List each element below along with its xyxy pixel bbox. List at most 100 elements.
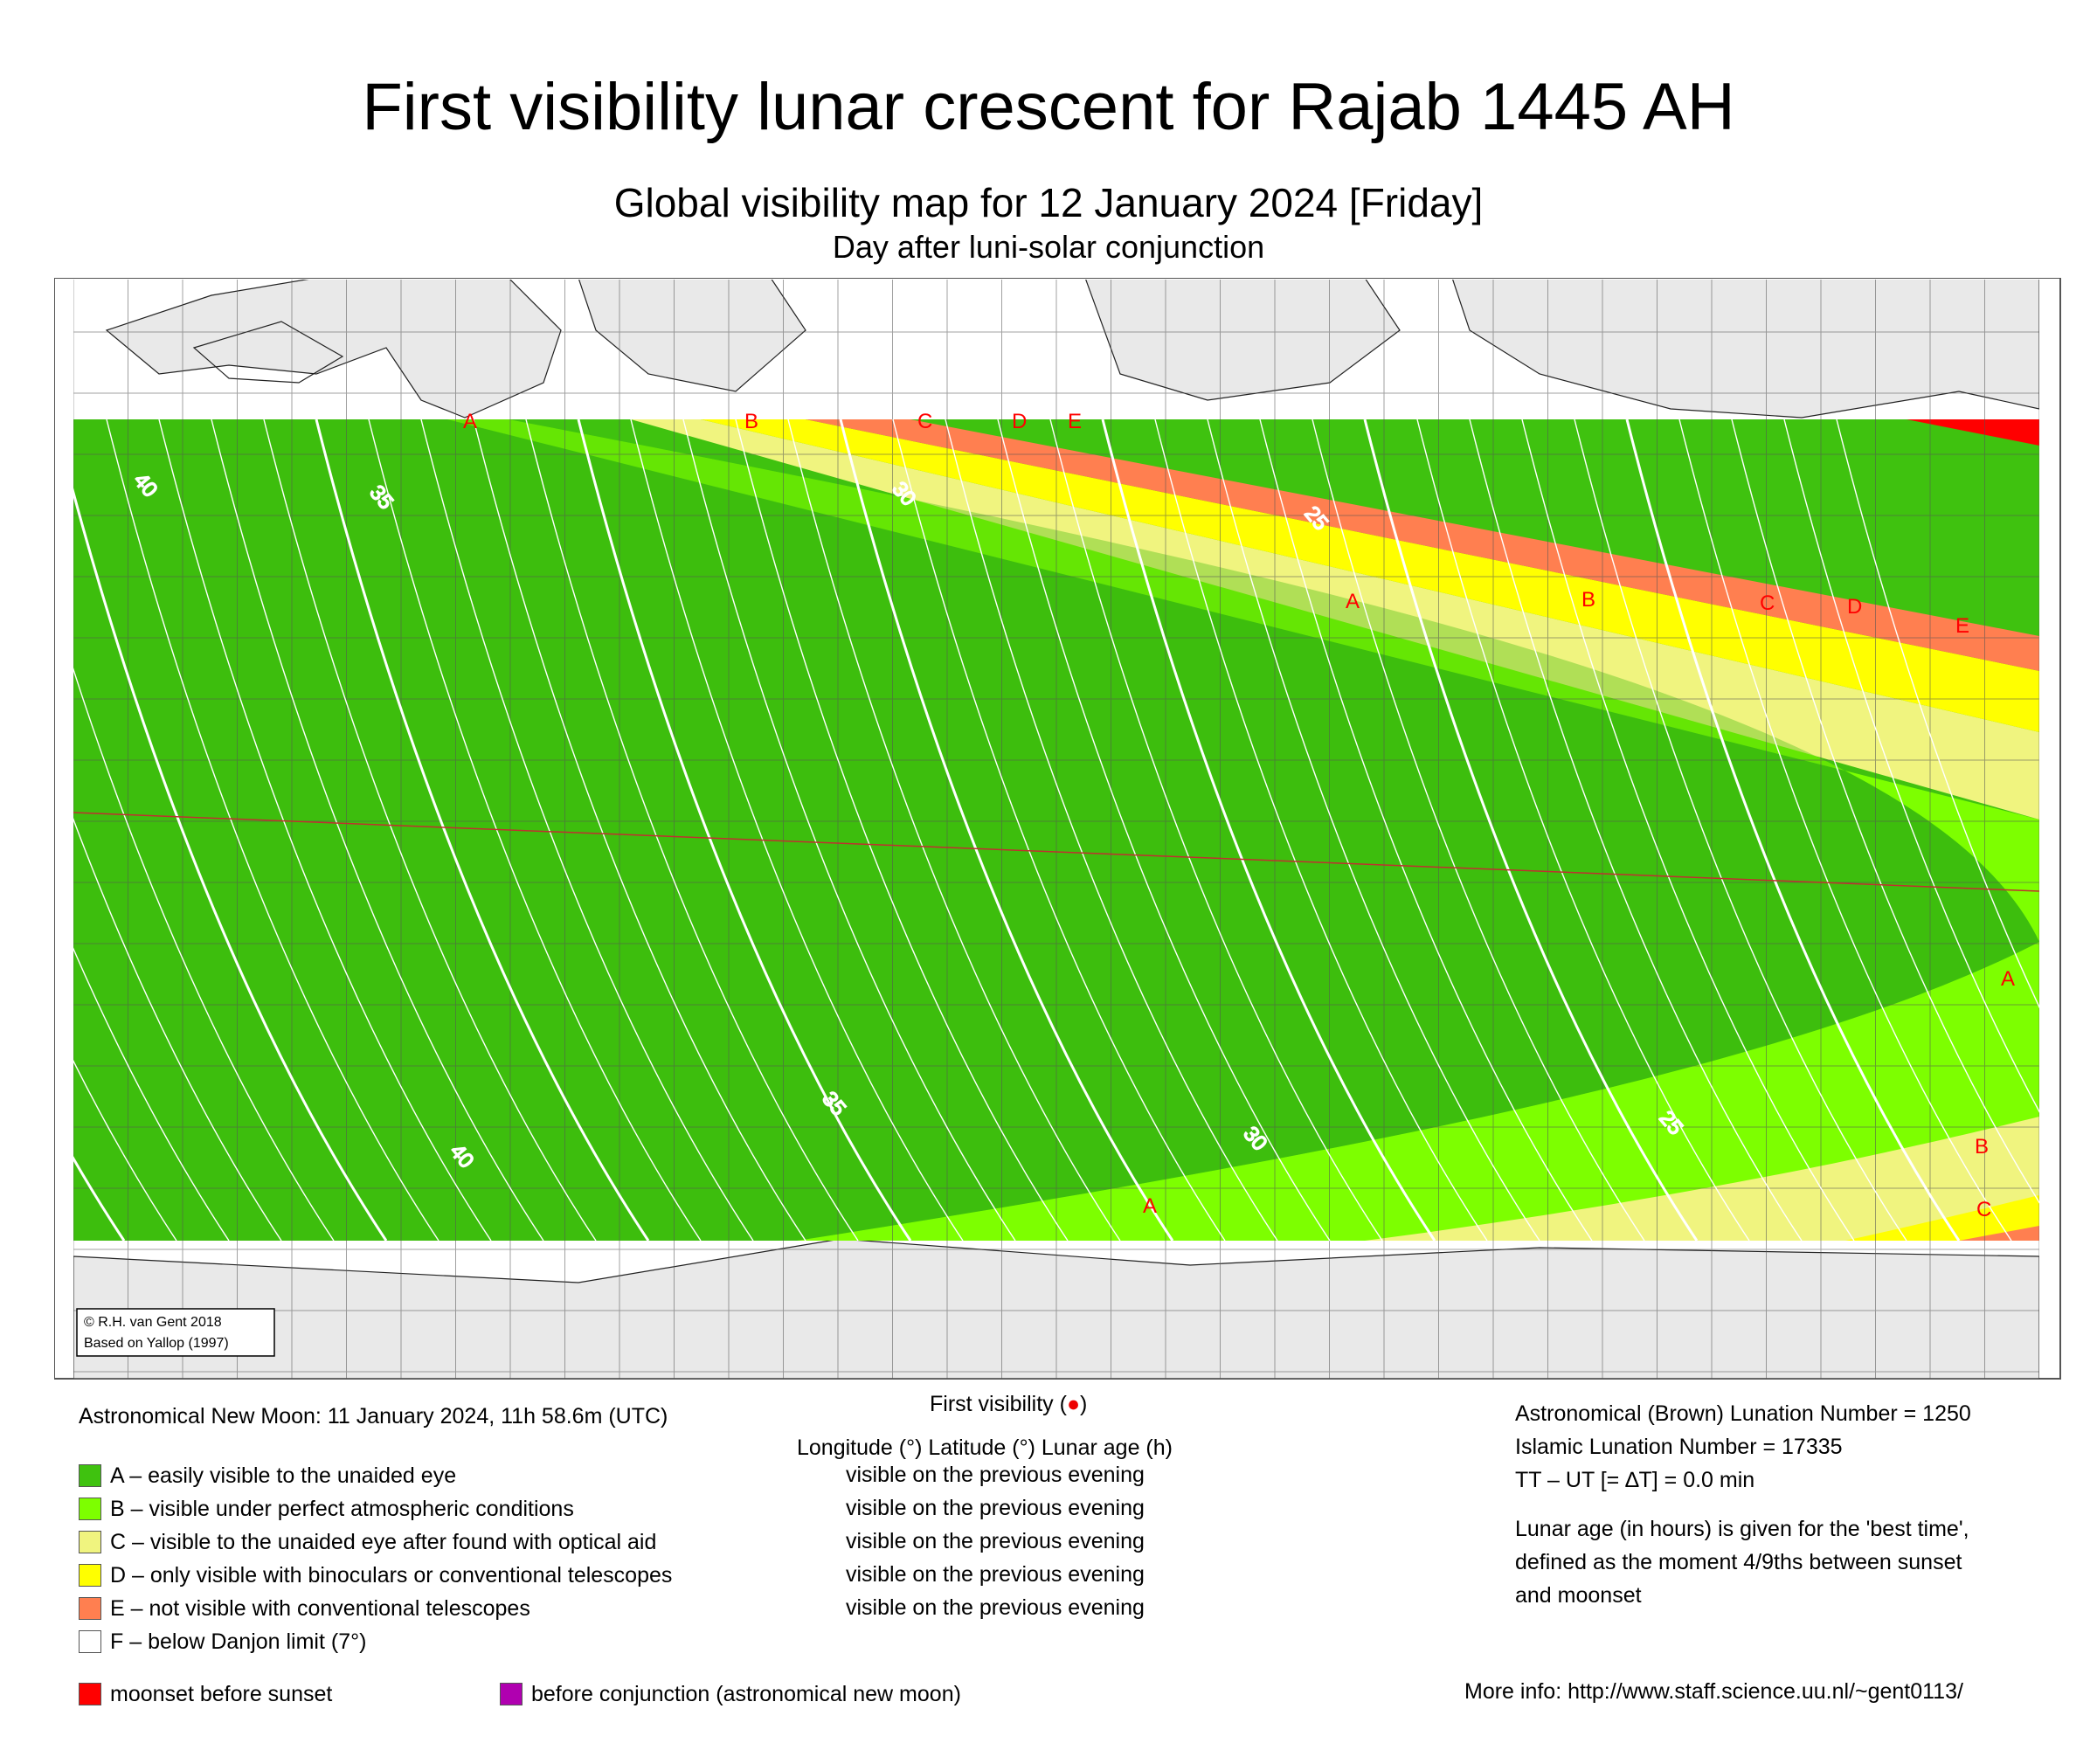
age-contour-line	[1783, 419, 2039, 1113]
zone-e-north	[806, 419, 2039, 671]
ecliptic-line	[73, 812, 2039, 892]
age-contour-line	[1207, 419, 1540, 1242]
age-contour-line	[73, 1059, 177, 1242]
lunar-age-note-2: defined as the moment 4/9ths between sun…	[1515, 1550, 1962, 1574]
age-contour-line	[1678, 419, 2012, 1242]
age-contour-line	[577, 419, 912, 1242]
zone-c-south	[1365, 1117, 2039, 1241]
age-contour-line	[158, 419, 492, 1242]
zone-label-c-asia: C	[1760, 591, 1775, 615]
islamic-lunation: Islamic Lunation Number = 17335	[1515, 1435, 1843, 1459]
swatch-a	[79, 1464, 101, 1487]
first-visibility-label: First visibility (●)	[930, 1391, 1087, 1417]
new-moon-info: Astronomical New Moon: 11 January 2024, …	[79, 1404, 668, 1428]
more-info-link[interactable]: More info: http://www.staff.science.uu.n…	[1464, 1679, 1963, 1704]
map-subsubtitle: Day after luni-solar conjunction	[832, 229, 1265, 265]
age-contour-line	[1101, 419, 1436, 1242]
legend-row-d: D – only visible with binoculars or conv…	[79, 1559, 672, 1592]
age-contour-line	[839, 419, 1174, 1242]
delta-t: TT – UT [= ∆T] = 0.0 min	[1515, 1468, 1755, 1492]
zone-label-a: A	[463, 410, 477, 433]
age-contour-line	[73, 488, 388, 1242]
age-contour-line	[1625, 419, 1961, 1242]
age-contour-line	[211, 419, 544, 1242]
age-contour-line	[1154, 419, 1488, 1242]
visibility-note-d: visible on the previous evening	[846, 1562, 1145, 1587]
age-contour-line	[315, 419, 650, 1242]
legend-row-f: F – below Danjon limit (7°)	[79, 1625, 366, 1658]
zone-moonset-north	[1907, 419, 2039, 446]
page-title: First visibility lunar crescent for Raja…	[362, 70, 1735, 144]
legend-row-b: B – visible under perfect atmospheric co…	[79, 1492, 574, 1525]
copyright-line-1: © R.H. van Gent 2018	[84, 1315, 222, 1330]
zone-label-c: C	[917, 410, 932, 433]
zone-label-d-asia: D	[1847, 595, 1862, 619]
age-contour-line	[73, 817, 282, 1242]
age-contour-line	[630, 419, 964, 1242]
brown-lunation: Astronomical (Brown) Lunation Number = 1…	[1515, 1401, 1971, 1426]
lunar-age-note-3: and moonset	[1515, 1583, 1642, 1608]
age-contour-line	[997, 419, 1331, 1242]
age-contour-line	[787, 419, 1121, 1242]
lunar-age-note-1: Lunar age (in hours) is given for the 'b…	[1515, 1517, 1969, 1541]
swatch-d	[79, 1564, 101, 1587]
age-contour-line	[106, 419, 439, 1242]
age-contour-line	[73, 667, 335, 1242]
age-contour-line	[735, 419, 1069, 1242]
copyright-box: © R.H. van Gent 2018 Based on Yallop (19…	[76, 1308, 275, 1357]
age-contour-line	[473, 419, 806, 1242]
age-contour-line	[1416, 419, 1750, 1242]
zone-label-b-south: B	[1975, 1135, 1989, 1159]
zone-label-a-east: A	[2001, 967, 2015, 991]
zone-b-south	[797, 942, 2039, 1241]
zone-c-north	[631, 419, 2039, 820]
map-subtitle: Global visibility map for 12 January 202…	[613, 180, 1484, 225]
zone-label-a-south: A	[1143, 1194, 1157, 1218]
zone-label-e-asia: E	[1955, 614, 1969, 638]
zone-label-c-south: C	[1976, 1198, 1991, 1221]
first-visibility-close: )	[1080, 1392, 1088, 1416]
visibility-note-c: visible on the previous evening	[846, 1529, 1145, 1553]
zone-label-b-asia: B	[1581, 588, 1595, 612]
first-visibility-text: First visibility (	[930, 1392, 1067, 1416]
age-contour-line	[1049, 419, 1383, 1242]
age-contour-line	[1521, 419, 1855, 1242]
legend-moonset-label: moonset before sunset	[110, 1681, 333, 1706]
age-contour-line	[525, 419, 859, 1242]
legend-label-d: D – only visible with binoculars or conv…	[110, 1562, 673, 1588]
swatch-before-conjunction	[500, 1683, 523, 1705]
legend-label-e: E – not visible with conventional telesc…	[110, 1595, 530, 1621]
age-contour-line	[1469, 419, 1803, 1242]
visibility-note-b: visible on the previous evening	[846, 1496, 1145, 1520]
legend-label-c: C – visible to the unaided eye after fou…	[110, 1529, 657, 1554]
zone-label-a-asia: A	[1346, 590, 1360, 613]
swatch-c	[79, 1531, 101, 1553]
legend-row-c: C – visible to the unaided eye after fou…	[79, 1525, 656, 1559]
visibility-note-a: visible on the previous evening	[846, 1463, 1145, 1487]
zone-label-d: D	[1012, 410, 1027, 433]
age-contour-line	[368, 419, 702, 1242]
legend-row-e: E – not visible with conventional telesc…	[79, 1592, 530, 1625]
zone-label-e: E	[1068, 410, 1082, 433]
legend-label-f: F – below Danjon limit (7°)	[110, 1629, 367, 1654]
age-contour-line	[682, 419, 1016, 1242]
legend-label-b: B – visible under perfect atmospheric co…	[110, 1496, 574, 1521]
age-contour-line	[1574, 419, 1907, 1242]
legend-before-conjunction-label: before conjunction (astronomical new moo…	[531, 1681, 961, 1706]
legend-moonset: moonset before sunset	[79, 1678, 332, 1711]
legend-row-a: A – easily visible to the unaided eye	[79, 1459, 456, 1492]
age-contour-line	[263, 419, 597, 1242]
age-contour-line	[1363, 419, 1699, 1242]
legend-before-conjunction: before conjunction (astronomical new moo…	[500, 1678, 961, 1711]
age-contour-line	[73, 947, 230, 1242]
swatch-b	[79, 1498, 101, 1520]
column-headers: Longitude (°) Latitude (°) Lunar age (h)	[797, 1435, 1173, 1460]
zone-label-b: B	[744, 410, 758, 433]
age-contour-line	[892, 419, 1226, 1242]
zone-d-south	[1845, 1195, 2039, 1241]
zone-d-north	[701, 419, 2039, 732]
red-dot-icon: ●	[1066, 1392, 1081, 1416]
swatch-moonset	[79, 1683, 101, 1705]
swatch-f	[79, 1630, 101, 1653]
